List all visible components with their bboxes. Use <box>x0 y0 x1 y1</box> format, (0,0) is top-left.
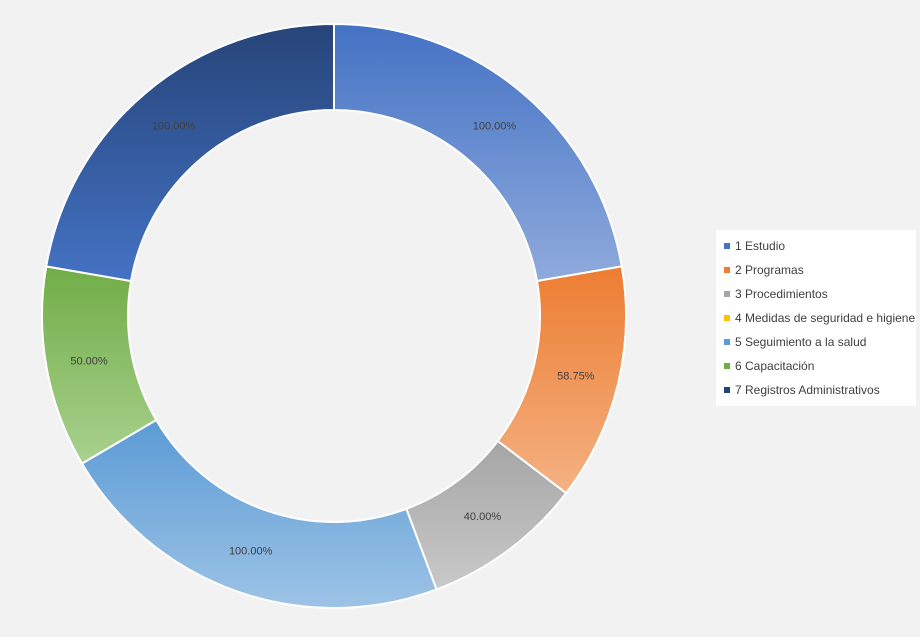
data-label-3: 40.00% <box>464 511 502 523</box>
legend-label: 2 Programas <box>735 263 804 277</box>
legend-item-6: 6 Capacitación <box>716 354 916 378</box>
legend-swatch <box>724 291 730 297</box>
legend-label: 5 Seguimiento a la salud <box>735 335 867 349</box>
legend-item-4: 4 Medidas de seguridad e higiene <box>716 306 916 330</box>
legend-label: 3 Procedimientos <box>735 287 828 301</box>
donut-chart: 100.00% 58.75% 40.00% 100.00% 50.00% 100.00% <box>41 22 627 609</box>
slice-1 <box>333 22 623 283</box>
legend: 1 Estudio 2 Programas 3 Procedimientos 4 Me… <box>716 230 916 406</box>
legend-swatch <box>724 339 730 345</box>
data-label-7: 100.00% <box>152 121 196 133</box>
legend-label: 4 Medidas de seguridad e higiene <box>735 311 916 325</box>
data-label-2: 58.75% <box>557 370 595 382</box>
legend-swatch <box>724 315 730 321</box>
legend-label: 6 Capacitación <box>735 359 815 373</box>
legend-swatch <box>724 387 730 393</box>
legend-label: 1 Estudio <box>735 239 786 253</box>
legend-swatch <box>724 363 730 369</box>
legend-item-5: 5 Seguimiento a la salud <box>716 330 916 354</box>
data-label-5: 100.00% <box>229 546 273 558</box>
legend-swatch <box>724 267 730 273</box>
slice-5 <box>80 418 438 609</box>
legend-item-7: 7 Registros Administrativos <box>716 378 916 402</box>
legend-item-3: 3 Procedimientos <box>716 282 916 306</box>
legend-item-1: 1 Estudio <box>716 234 916 258</box>
data-label-1: 100.00% <box>473 121 517 133</box>
data-label-6: 50.00% <box>70 355 108 367</box>
slice-7 <box>45 22 335 283</box>
legend-swatch <box>724 243 730 249</box>
legend-item-2: 2 Programas <box>716 258 916 282</box>
legend-label: 7 Registros Administrativos <box>735 383 880 397</box>
